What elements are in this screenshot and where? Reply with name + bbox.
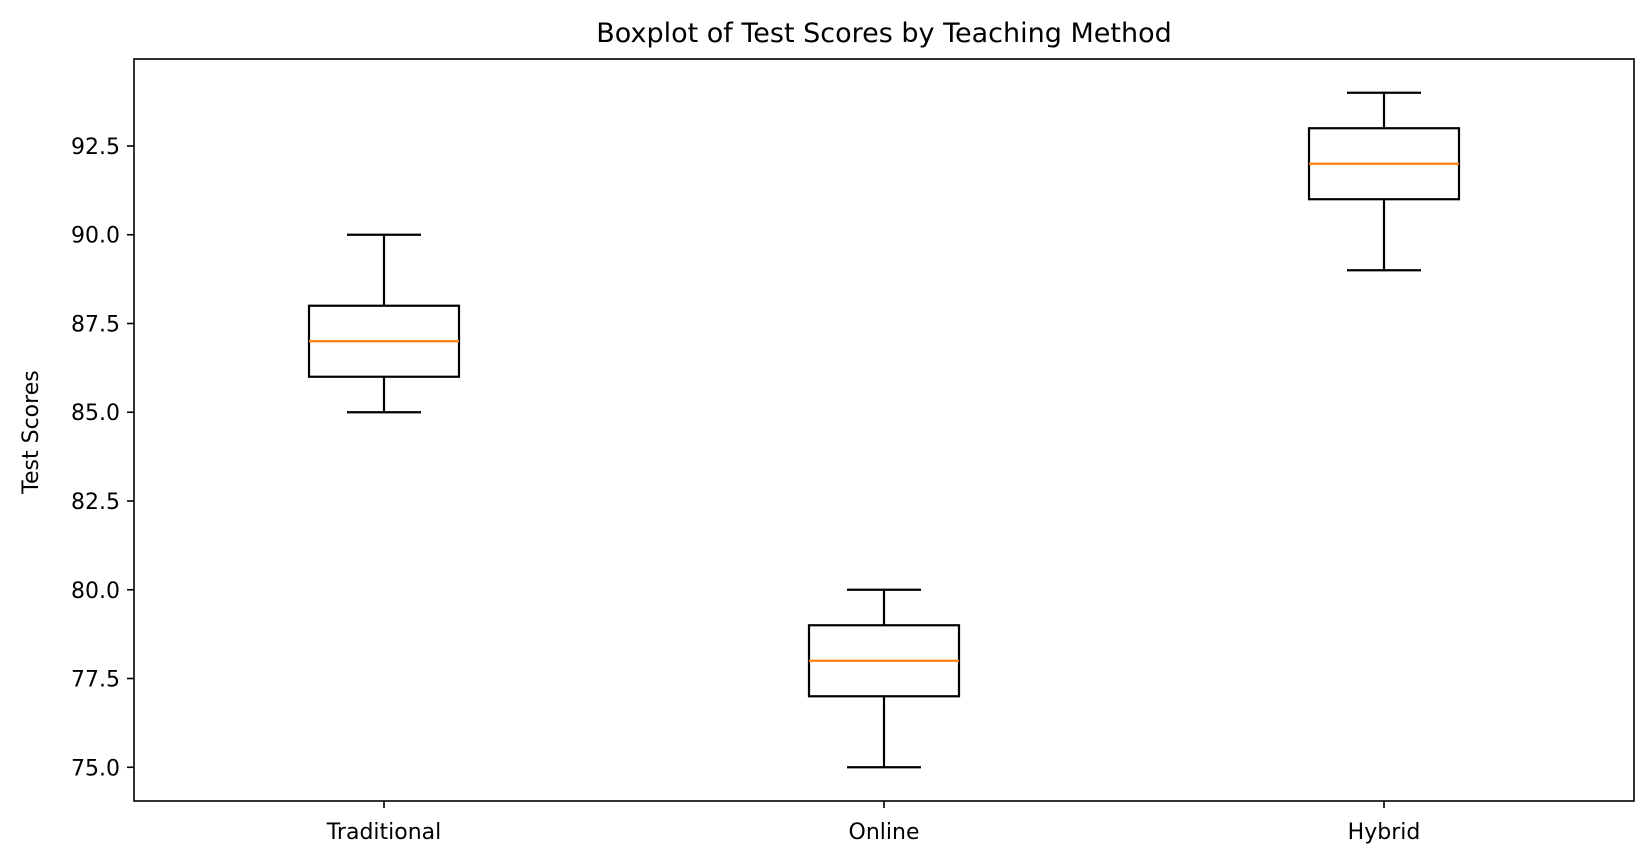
x-tick-label: Online [849,820,920,845]
plot-frame [133,58,1635,802]
y-axis-label: Test Scores [19,370,44,494]
y-tick-label: 92.5 [71,135,120,160]
x-tick-label: Traditional [326,820,442,845]
y-tick-label: 75.0 [71,756,120,781]
x-tick-label: Hybrid [1348,820,1421,845]
y-tick-label: 90.0 [71,224,120,249]
y-tick-label: 87.5 [71,312,120,337]
chart-marks: 75.0 77.5 80.0 82.5 85.0 87.5 90.0 92.5 Traditio… [71,91,1461,845]
y-tick-label: 77.5 [71,668,120,693]
chart-title: Boxplot of Test Scores by Teaching Metho… [596,18,1171,49]
y-tick-label: 85.0 [71,401,120,426]
y-tick-label: 80.0 [71,579,120,604]
y-tick-label: 82.5 [71,490,120,515]
